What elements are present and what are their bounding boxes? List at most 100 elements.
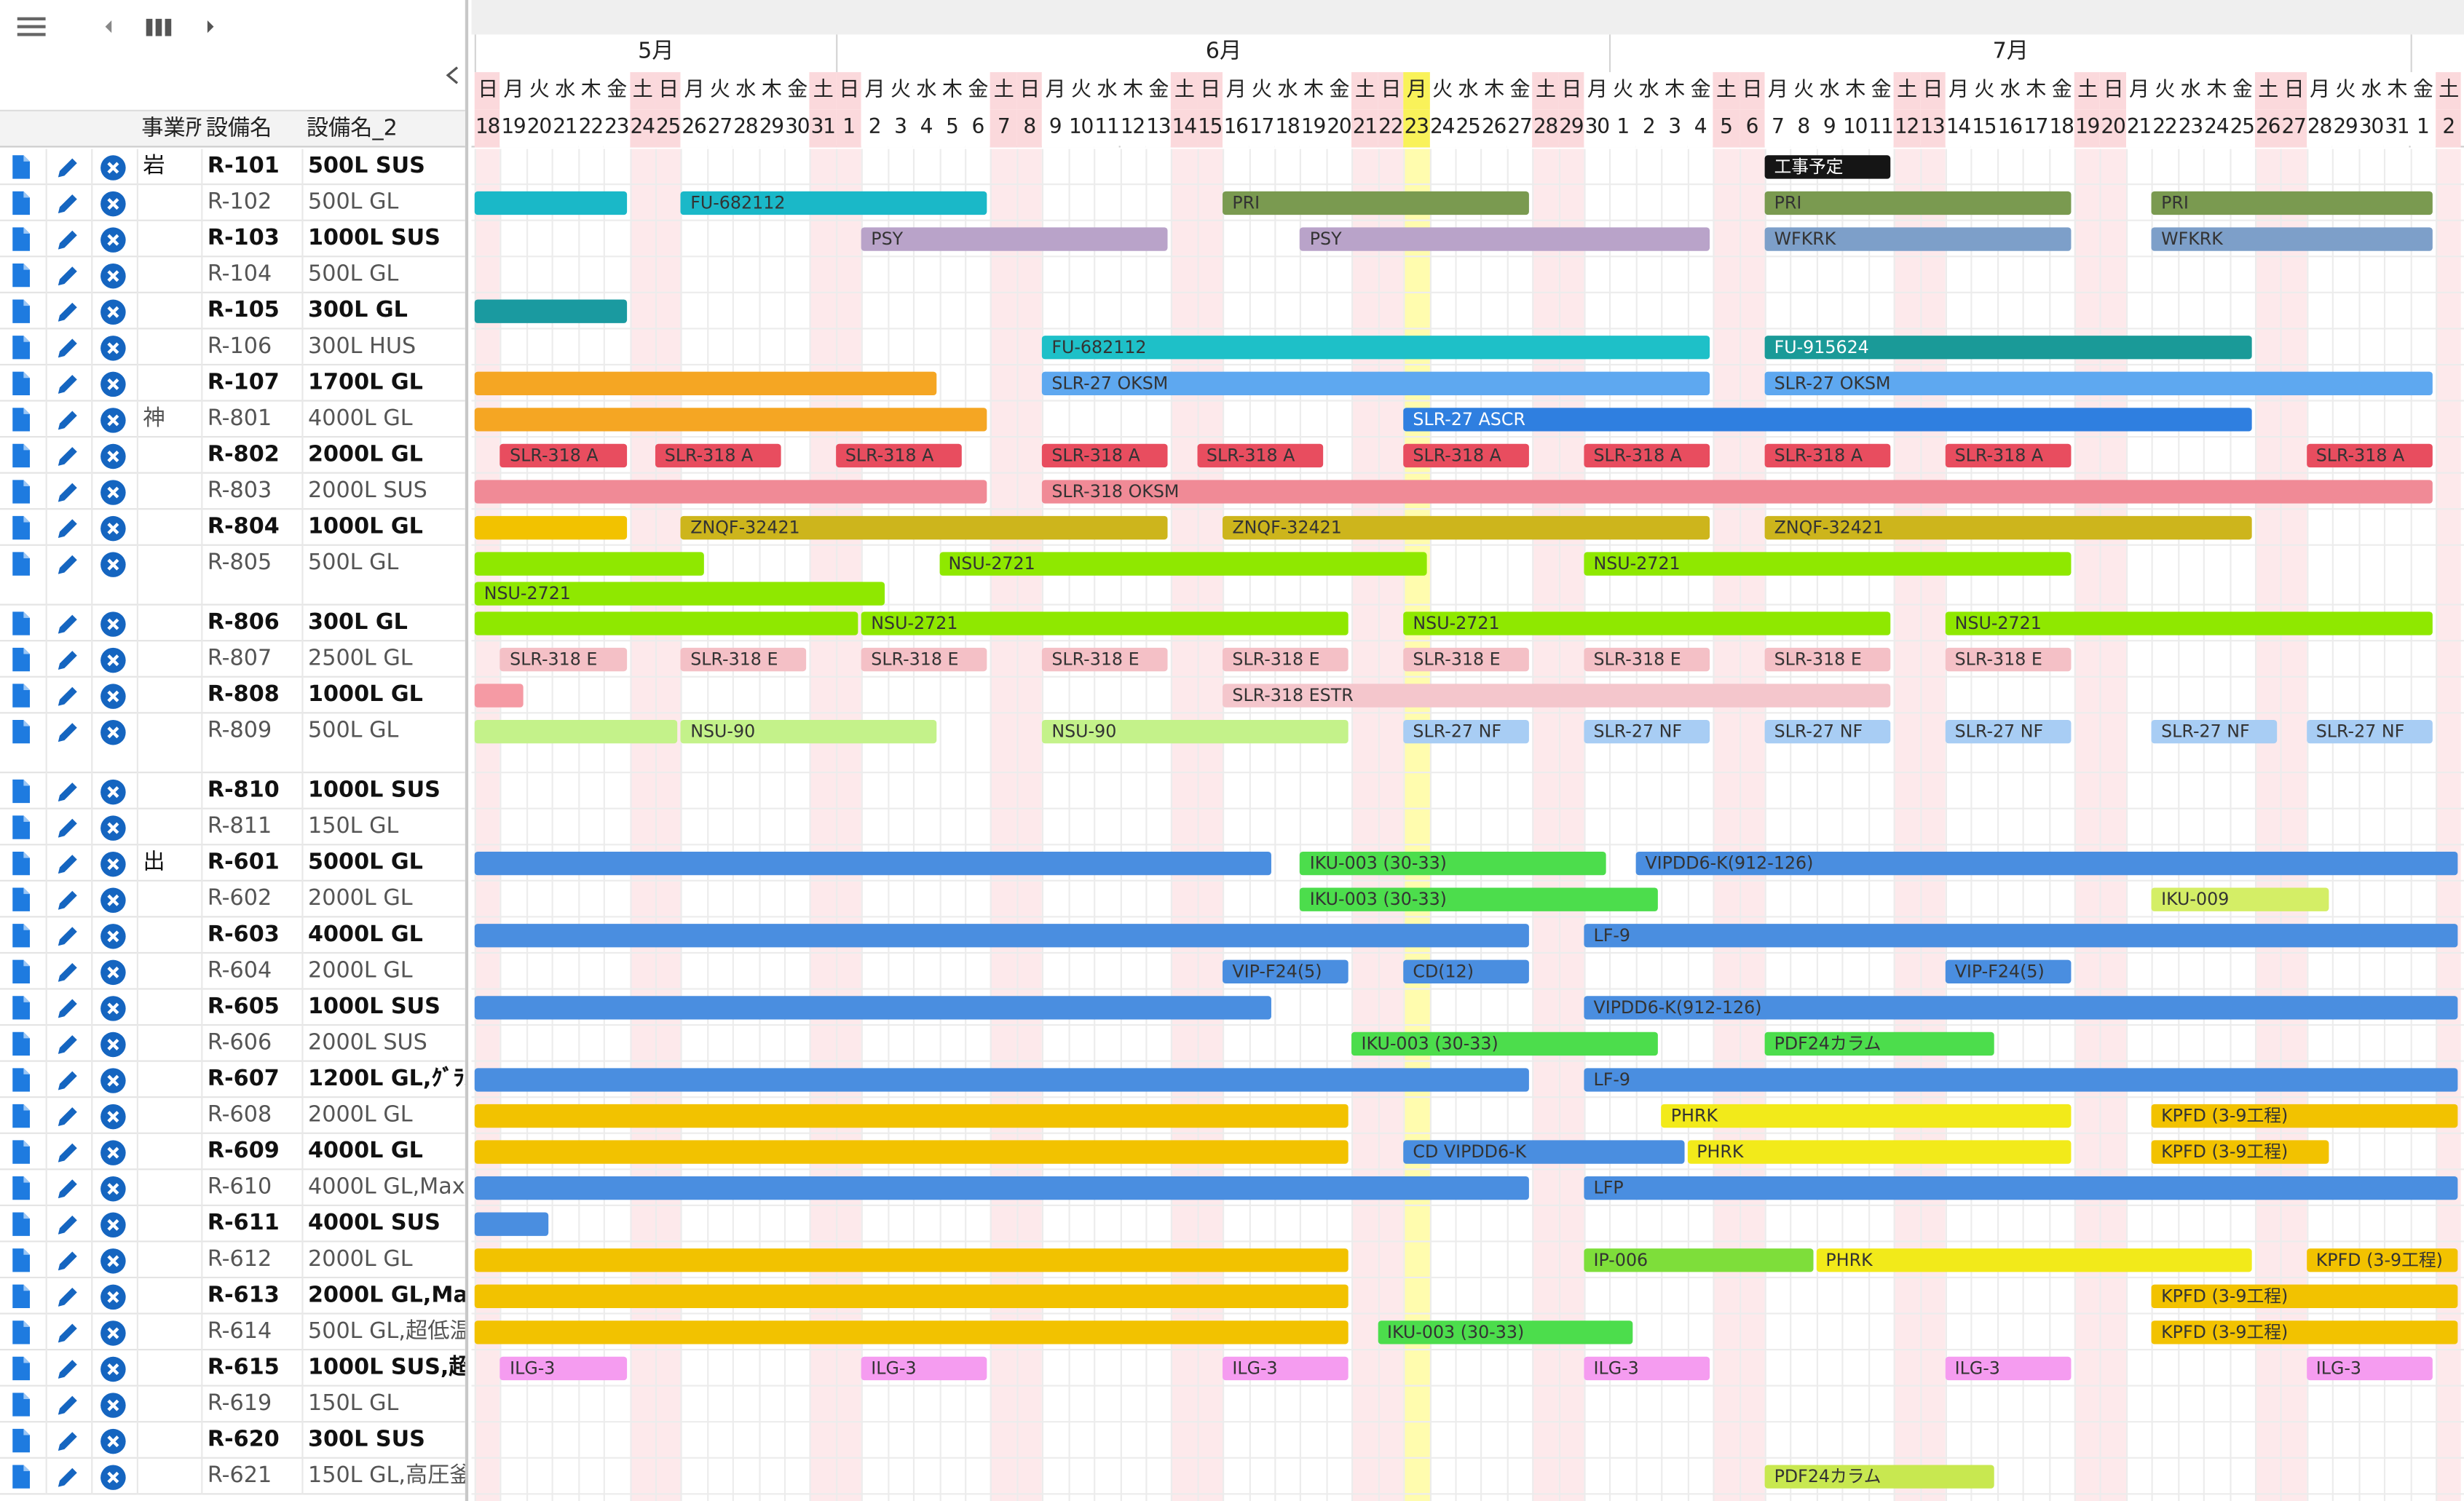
edit-button[interactable] — [52, 1426, 83, 1457]
view-button[interactable] — [7, 189, 38, 220]
view-button[interactable] — [7, 849, 38, 880]
view-button[interactable] — [7, 812, 38, 844]
edit-button[interactable] — [52, 849, 83, 880]
edit-button[interactable] — [52, 189, 83, 220]
view-button[interactable] — [7, 440, 38, 472]
delete-button[interactable] — [98, 152, 129, 183]
delete-button[interactable] — [98, 993, 129, 1024]
delete-button[interactable] — [98, 333, 129, 364]
edit-button[interactable] — [52, 1318, 83, 1349]
columns-button[interactable] — [143, 14, 177, 39]
delete-button[interactable] — [98, 189, 129, 220]
view-button[interactable] — [7, 549, 38, 580]
view-button[interactable] — [7, 777, 38, 808]
edit-button[interactable] — [52, 884, 83, 916]
delete-button[interactable] — [98, 1462, 129, 1493]
edit-button[interactable] — [52, 645, 83, 676]
view-button[interactable] — [7, 513, 38, 544]
edit-button[interactable] — [52, 1101, 83, 1133]
view-button[interactable] — [7, 368, 38, 400]
view-button[interactable] — [7, 717, 38, 748]
edit-button[interactable] — [52, 261, 83, 292]
delete-button[interactable] — [98, 681, 129, 712]
edit-button[interactable] — [52, 1462, 83, 1493]
view-button[interactable] — [7, 1245, 38, 1277]
delete-button[interactable] — [98, 1426, 129, 1457]
view-button[interactable] — [7, 1137, 38, 1168]
edit-button[interactable] — [52, 1173, 83, 1205]
edit-button[interactable] — [52, 224, 83, 256]
edit-button[interactable] — [52, 405, 83, 436]
edit-button[interactable] — [52, 812, 83, 844]
delete-button[interactable] — [98, 1281, 129, 1312]
view-button[interactable] — [7, 921, 38, 952]
edit-button[interactable] — [52, 1137, 83, 1168]
view-button[interactable] — [7, 152, 38, 183]
view-button[interactable] — [7, 1101, 38, 1133]
delete-button[interactable] — [98, 1137, 129, 1168]
view-button[interactable] — [7, 1281, 38, 1312]
delete-button[interactable] — [98, 921, 129, 952]
edit-button[interactable] — [52, 1065, 83, 1096]
view-button[interactable] — [7, 1462, 38, 1493]
delete-button[interactable] — [98, 1209, 129, 1240]
view-button[interactable] — [7, 296, 38, 328]
edit-button[interactable] — [52, 717, 83, 748]
menu-button[interactable] — [16, 12, 50, 41]
delete-button[interactable] — [98, 609, 129, 640]
view-button[interactable] — [7, 1065, 38, 1096]
delete-button[interactable] — [98, 261, 129, 292]
view-button[interactable] — [7, 1426, 38, 1457]
delete-button[interactable] — [98, 849, 129, 880]
delete-button[interactable] — [98, 1390, 129, 1421]
view-button[interactable] — [7, 261, 38, 292]
edit-button[interactable] — [52, 440, 83, 472]
view-button[interactable] — [7, 645, 38, 676]
delete-button[interactable] — [98, 884, 129, 916]
edit-button[interactable] — [52, 549, 83, 580]
edit-button[interactable] — [52, 993, 83, 1024]
edit-button[interactable] — [52, 681, 83, 712]
edit-button[interactable] — [52, 1245, 83, 1277]
edit-button[interactable] — [52, 1281, 83, 1312]
edit-button[interactable] — [52, 368, 83, 400]
view-button[interactable] — [7, 681, 38, 712]
edit-button[interactable] — [52, 1353, 83, 1385]
edit-button[interactable] — [52, 921, 83, 952]
edit-button[interactable] — [52, 152, 83, 183]
view-button[interactable] — [7, 1390, 38, 1421]
delete-button[interactable] — [98, 477, 129, 508]
view-button[interactable] — [7, 1318, 38, 1349]
edit-button[interactable] — [52, 1209, 83, 1240]
edit-button[interactable] — [52, 777, 83, 808]
delete-button[interactable] — [98, 1065, 129, 1096]
edit-button[interactable] — [52, 477, 83, 508]
delete-button[interactable] — [98, 440, 129, 472]
delete-button[interactable] — [98, 812, 129, 844]
delete-button[interactable] — [98, 957, 129, 988]
view-button[interactable] — [7, 884, 38, 916]
delete-button[interactable] — [98, 1353, 129, 1385]
delete-button[interactable] — [98, 224, 129, 256]
edit-button[interactable] — [52, 333, 83, 364]
delete-button[interactable] — [98, 645, 129, 676]
view-button[interactable] — [7, 224, 38, 256]
view-button[interactable] — [7, 993, 38, 1024]
delete-button[interactable] — [98, 777, 129, 808]
delete-button[interactable] — [98, 405, 129, 436]
delete-button[interactable] — [98, 1101, 129, 1133]
view-button[interactable] — [7, 609, 38, 640]
delete-button[interactable] — [98, 513, 129, 544]
delete-button[interactable] — [98, 1173, 129, 1205]
delete-button[interactable] — [98, 1029, 129, 1060]
edit-button[interactable] — [52, 957, 83, 988]
prev-button[interactable] — [98, 14, 119, 39]
view-button[interactable] — [7, 1173, 38, 1205]
view-button[interactable] — [7, 1353, 38, 1385]
collapse-button[interactable] — [441, 63, 463, 87]
edit-button[interactable] — [52, 609, 83, 640]
view-button[interactable] — [7, 957, 38, 988]
view-button[interactable] — [7, 405, 38, 436]
edit-button[interactable] — [52, 513, 83, 544]
edit-button[interactable] — [52, 1390, 83, 1421]
